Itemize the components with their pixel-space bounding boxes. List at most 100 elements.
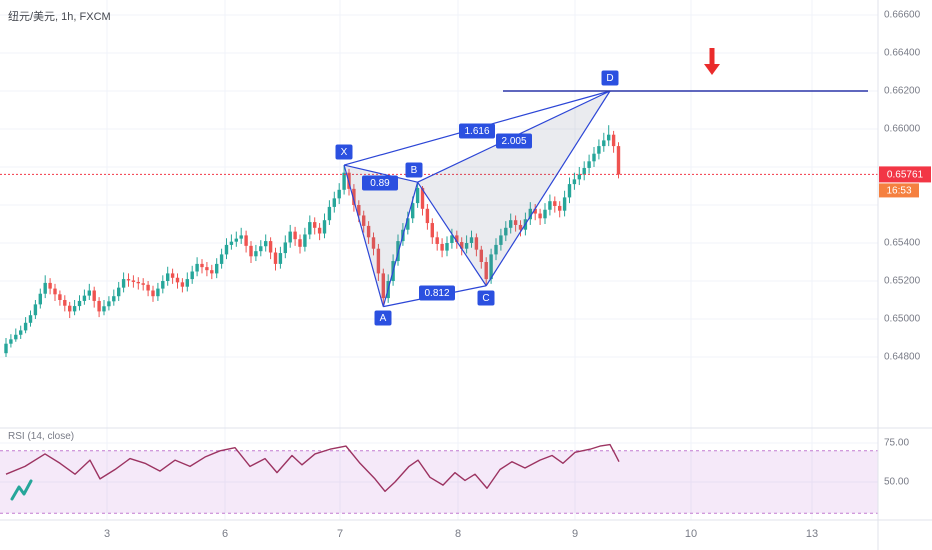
rsi-legend[interactable]: RSI (14, close) bbox=[8, 431, 75, 442]
candle-body bbox=[63, 300, 67, 306]
pattern-point-label-C[interactable]: C bbox=[477, 290, 495, 306]
pattern-ratio-label[interactable]: 0.89 bbox=[362, 175, 398, 191]
candle-body bbox=[141, 283, 145, 285]
price-axis-label: 0.65200 bbox=[884, 276, 921, 287]
pattern-point-label-X-box bbox=[335, 144, 353, 160]
candle-body bbox=[288, 231, 292, 243]
candle-body bbox=[268, 241, 273, 253]
pattern-ratio-label-text: 0.89 bbox=[370, 178, 390, 189]
candle-body bbox=[121, 279, 126, 288]
candle-body bbox=[170, 273, 175, 278]
pattern-ratio-label[interactable]: 1.616 bbox=[459, 123, 495, 139]
pattern-point-label-A-text: A bbox=[380, 313, 387, 324]
candle-body bbox=[224, 244, 229, 255]
candle-body bbox=[161, 281, 165, 289]
pattern-ratio-label[interactable]: 2.005 bbox=[496, 133, 532, 149]
candle-body bbox=[23, 322, 28, 331]
candle-body bbox=[156, 288, 160, 297]
candle-body bbox=[518, 224, 523, 230]
candle-body bbox=[259, 246, 263, 252]
candle-body bbox=[411, 203, 415, 219]
candle-body bbox=[440, 243, 444, 251]
pattern-ratio-label[interactable]: 0.812 bbox=[419, 285, 455, 301]
candles bbox=[4, 125, 621, 357]
candle-body bbox=[611, 134, 616, 147]
candle-body bbox=[406, 218, 410, 230]
candle-body bbox=[582, 167, 586, 175]
pattern-point-label-X-text: X bbox=[341, 147, 348, 158]
candle-body bbox=[474, 237, 479, 250]
candle-body bbox=[283, 242, 287, 254]
time-axis-label: 7 bbox=[337, 528, 343, 540]
candle-body bbox=[337, 189, 341, 199]
candle-body bbox=[362, 215, 366, 226]
pattern-line bbox=[343, 164, 418, 183]
rsi-line bbox=[5, 443, 620, 493]
candle-body bbox=[166, 273, 170, 281]
candle-body bbox=[126, 279, 131, 281]
candle-body bbox=[567, 184, 572, 198]
price-axis-label: 0.65000 bbox=[884, 314, 921, 325]
rsi-panel bbox=[0, 443, 878, 514]
pattern-ratio-label-box bbox=[362, 175, 398, 191]
candle-body bbox=[430, 223, 434, 238]
candle-body bbox=[572, 179, 577, 185]
candle-body bbox=[538, 213, 542, 219]
candle-body bbox=[205, 267, 209, 271]
candle-body bbox=[450, 235, 454, 243]
candle-body bbox=[597, 146, 601, 154]
rsi-axis-label: 50.00 bbox=[884, 477, 909, 488]
current-price-tag-box bbox=[879, 166, 931, 183]
pattern-line bbox=[343, 164, 384, 307]
tradingview-logo[interactable] bbox=[10, 479, 33, 501]
candle-body bbox=[19, 330, 23, 335]
candle-body bbox=[190, 271, 194, 280]
countdown-tag-box bbox=[879, 183, 919, 198]
candle-body bbox=[587, 161, 591, 168]
pattern-point-label-C-text: C bbox=[482, 293, 489, 304]
candle-body bbox=[322, 220, 327, 234]
pattern-point-label-B-box bbox=[405, 162, 423, 178]
price-axis-label: 0.66000 bbox=[884, 124, 921, 135]
pattern-point-label-D[interactable]: D bbox=[601, 70, 619, 86]
candle-body bbox=[200, 263, 204, 268]
xabcd-pattern[interactable] bbox=[343, 90, 611, 308]
pattern-ratio-label-box bbox=[419, 285, 455, 301]
candle-body bbox=[72, 306, 77, 312]
price-axis-label: 0.66200 bbox=[884, 86, 921, 97]
price-axis[interactable]: 0.66600 0.66400 0.66200 0.66000 0.65400 0.652… bbox=[884, 10, 921, 488]
arrow-marker-down[interactable] bbox=[704, 48, 720, 75]
candle-body bbox=[146, 284, 150, 291]
candle-body bbox=[543, 209, 547, 219]
symbol-legend[interactable]: 纽元/美元, 1h, FXCM bbox=[8, 11, 111, 23]
pattern-ratio-label-box bbox=[496, 133, 532, 149]
candle-body bbox=[332, 198, 336, 207]
candle-body bbox=[460, 242, 464, 249]
countdown-tag-text: 16:53 bbox=[886, 186, 911, 197]
time-axis-label: 13 bbox=[806, 528, 818, 540]
pattern-point-label-D-box bbox=[601, 70, 619, 86]
candle-body bbox=[425, 208, 430, 224]
candle-body bbox=[244, 235, 248, 246]
candle-body bbox=[317, 227, 322, 234]
candle-body bbox=[229, 241, 234, 245]
candle-body bbox=[43, 282, 47, 294]
arrow-head bbox=[704, 64, 720, 75]
price-axis-label: 0.66600 bbox=[884, 10, 921, 21]
candle-body bbox=[298, 239, 302, 247]
candle-body bbox=[273, 252, 278, 264]
candle-body bbox=[264, 241, 268, 247]
candle-body bbox=[558, 205, 562, 211]
time-axis[interactable]: 3 6 7 8 9 10 13 bbox=[104, 528, 818, 540]
pattern-point-label-C-box bbox=[477, 290, 495, 306]
pattern-point-label-B[interactable]: B bbox=[405, 162, 423, 178]
pattern-line bbox=[417, 181, 487, 287]
candle-body bbox=[219, 254, 224, 264]
candle-body bbox=[308, 222, 312, 235]
candle-body bbox=[342, 172, 346, 190]
pattern-point-label-A[interactable]: A bbox=[374, 310, 392, 326]
pattern-point-label-X[interactable]: X bbox=[335, 144, 353, 160]
candle-body bbox=[210, 270, 214, 274]
